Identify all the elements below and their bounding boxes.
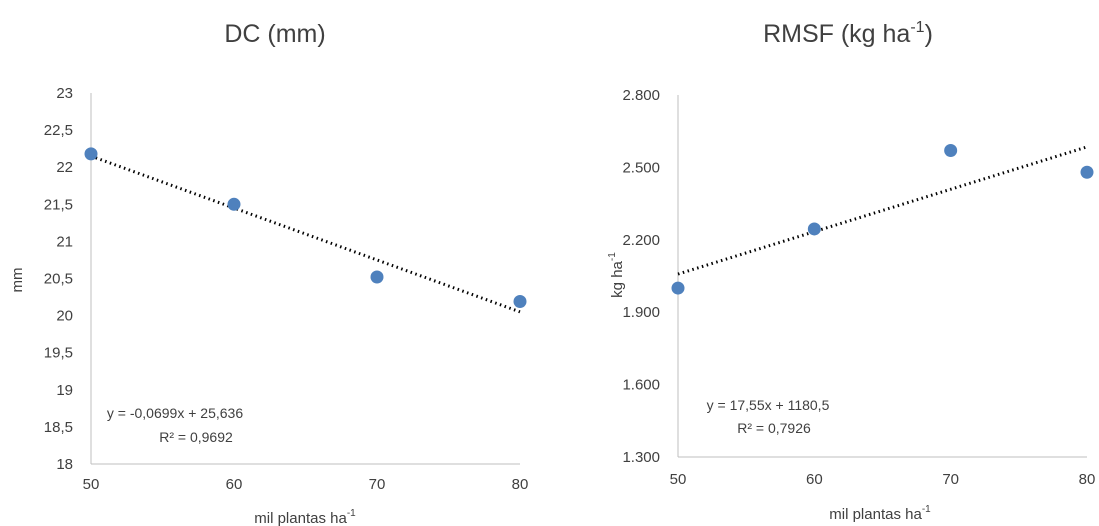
trendline-line: [677, 145, 1088, 276]
y-tick-label: 2.800: [622, 87, 660, 104]
chart-title: DC (mm): [224, 20, 325, 48]
x-tick-label: 80: [1079, 471, 1096, 488]
tick-labels: 18 18,5 19 19,5 20 20,5 21 21,5 22 22,5 23 50 60 70 80: [44, 85, 529, 493]
y-tick-label: 1.600: [622, 377, 660, 394]
y-tick-label: 2.200: [622, 232, 660, 249]
y-axis-label: kg ha-1: [607, 252, 626, 298]
data-point: [370, 270, 384, 284]
x-tick-label: 80: [512, 476, 529, 493]
data-point: [227, 197, 241, 211]
x-axis-label: mil plantas ha-1: [254, 508, 356, 526]
y-tick-label: 22,5: [44, 122, 73, 139]
y-axis-label: mm: [9, 268, 26, 293]
y-tick-label: 20: [56, 308, 73, 325]
y-tick-label: 1.300: [622, 449, 660, 466]
x-axis-label: mil plantas ha-1: [829, 504, 931, 523]
tick-labels: 1.300 1.600 1.900 2.200 2.500 2.800 50 60 70 80: [622, 87, 1095, 488]
data-point: [944, 144, 958, 158]
x-tick-label: 50: [670, 471, 687, 488]
y-tick-label: 2.500: [622, 159, 660, 176]
y-tick-label: 1.900: [622, 304, 660, 321]
data-point: [671, 281, 685, 295]
x-tick-label: 60: [806, 471, 823, 488]
trendline-line: [90, 154, 521, 314]
r-squared-label: R² = 0,9692: [159, 429, 233, 445]
trendline-equation: y = -0,0699x + 25,636: [107, 405, 243, 421]
data-points: [671, 144, 1094, 295]
r-squared-label: R² = 0,7926: [737, 420, 811, 436]
data-point: [1080, 165, 1094, 179]
data-point: [513, 295, 527, 309]
trendline-equation: y = 17,55x + 1180,5: [707, 397, 830, 413]
y-tick-label: 18,5: [44, 419, 73, 436]
chart-rmsf: RMSF (kg ha-1) 1.300 1.600 1.900 2.200 2.500…: [607, 19, 1095, 523]
y-tick-label: 21: [56, 233, 73, 250]
chart-title: RMSF (kg ha-1): [763, 19, 933, 48]
x-tick-label: 70: [369, 476, 386, 493]
y-tick-label: 22: [56, 159, 73, 176]
x-tick-label: 50: [83, 476, 100, 493]
trendline: [677, 145, 1088, 276]
y-tick-label: 19,5: [44, 345, 73, 362]
x-tick-label: 70: [942, 471, 959, 488]
data-point: [807, 222, 821, 236]
trendline: [90, 154, 521, 314]
x-tick-label: 60: [226, 476, 243, 493]
data-points: [84, 147, 527, 309]
y-tick-label: 19: [56, 382, 73, 399]
y-tick-label: 20,5: [44, 271, 73, 288]
chart-dc: DC (mm) 18 18,5 19 19,5 20 20,5 21 21,5 22 22,5 23…: [9, 20, 528, 526]
y-tick-label: 23: [56, 85, 73, 102]
y-tick-label: 21,5: [44, 196, 73, 213]
data-point: [84, 147, 98, 161]
y-tick-label: 18: [56, 456, 73, 473]
